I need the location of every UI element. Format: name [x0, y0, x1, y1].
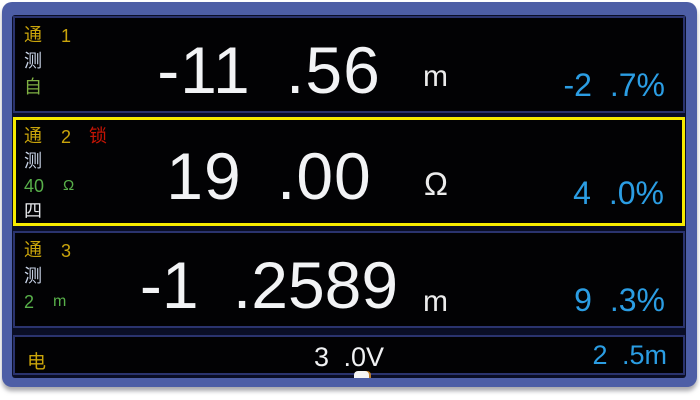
- channel-1-row[interactable]: 通 1 测 自 -11 .56 m -2 .7%: [13, 16, 685, 113]
- channel-2-lock-flag: 锁: [89, 126, 107, 146]
- channel-2-range-unit: Ω: [63, 177, 75, 194]
- channel-2-channel-char: 通: [24, 126, 42, 146]
- cutoff-glyph: [354, 371, 369, 378]
- channel-1-channel-char: 通: [24, 25, 42, 45]
- status-right-value: 2 .5m: [592, 340, 667, 370]
- channel-3-measure-char: 测: [24, 266, 42, 286]
- channel-2-measure-char: 测: [24, 151, 42, 171]
- channel-2-row-selected[interactable]: 通 2 锁 测 40 Ω 四 19 .00 Ω 4 .0%: [13, 117, 685, 226]
- channel-3-percent: 9 .3%: [574, 282, 665, 318]
- supply-voltage: 3 .0V: [313, 342, 385, 372]
- bezel-frame: 通 1 测 自 -11 .56 m -2 .7% 通 2 锁 测 40 Ω 四 …: [2, 2, 697, 387]
- channel-2-range-value: 40: [24, 176, 45, 196]
- channel-1-unit: m: [423, 60, 448, 93]
- channel-1-measure-char: 测: [24, 51, 42, 71]
- channel-3-row[interactable]: 通 3 测 2 m -1 .2589 m 9 .3%: [13, 231, 685, 328]
- channel-2-percent: 4 .0%: [573, 175, 664, 211]
- display-area: 通 1 测 自 -11 .56 m -2 .7% 通 2 锁 测 40 Ω 四 …: [12, 15, 686, 378]
- channel-3-range-unit: m: [53, 293, 67, 310]
- channel-2-wire-mode: 四: [24, 201, 42, 221]
- channel-3-number: 3: [61, 241, 72, 261]
- channel-2-unit: Ω: [424, 166, 448, 202]
- channel-1-value: -11 .56: [157, 33, 381, 107]
- status-bar: 电 3 .0V 2 .5m: [13, 335, 685, 375]
- channel-3-channel-char: 通: [24, 240, 42, 260]
- power-char: 电: [27, 352, 47, 373]
- channel-2-value: 19 .00: [166, 139, 372, 213]
- channel-1-percent: -2 .7%: [563, 67, 665, 103]
- channel-3-value: -1 .2589: [139, 248, 399, 322]
- channel-3-unit: m: [423, 285, 448, 318]
- channel-2-number: 2: [61, 127, 72, 147]
- channel-1-mode-char: 自: [24, 77, 42, 97]
- channel-3-range-value: 2: [24, 292, 35, 312]
- channel-1-number: 1: [61, 26, 72, 46]
